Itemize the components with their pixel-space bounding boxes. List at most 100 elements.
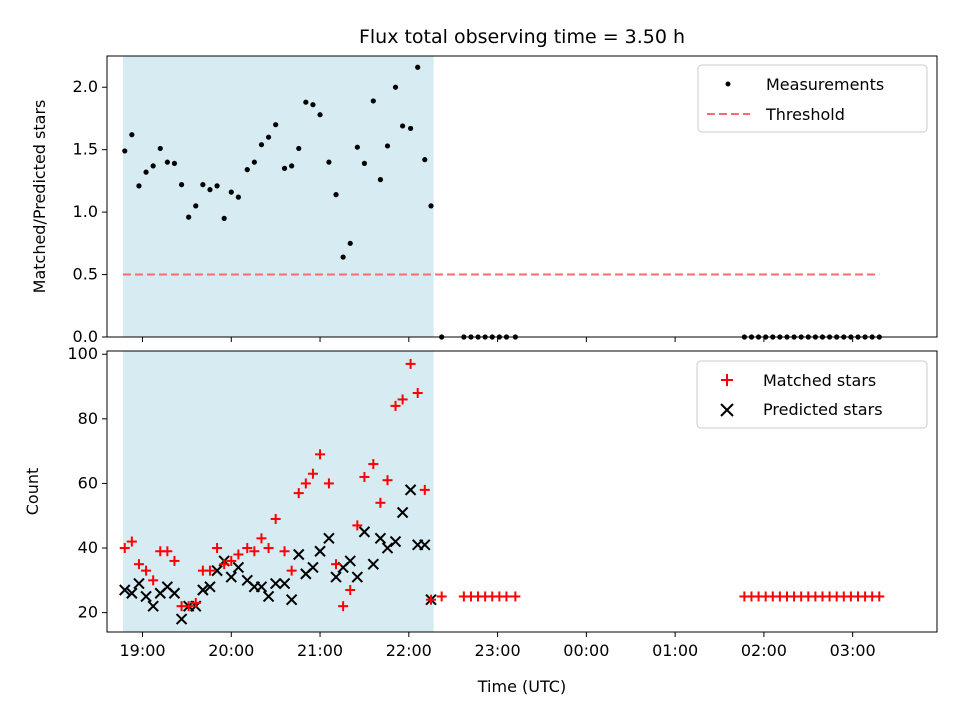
measurement-point <box>200 182 206 188</box>
measurement-point <box>157 145 163 152</box>
matched-star-point <box>412 387 423 398</box>
x-tick-label: 20:00 <box>208 641 254 660</box>
predicted-star-point <box>147 600 159 612</box>
measurement-point <box>407 125 414 132</box>
x-tick-label: 02:00 <box>741 641 787 660</box>
matched-star-point <box>119 543 130 554</box>
predicted-star-point <box>255 581 268 593</box>
predicted-star-point <box>381 542 394 554</box>
measurement-point <box>171 160 178 167</box>
predicted-star-point <box>293 548 305 561</box>
predicted-star-point <box>140 590 152 603</box>
predicted-star-point <box>204 581 216 593</box>
predicted-star-point <box>278 577 291 590</box>
measurement-point <box>296 145 302 152</box>
measurement-point <box>347 240 353 246</box>
measurement-point <box>214 183 220 189</box>
measurement-point <box>178 182 185 188</box>
top-legend-box <box>697 64 928 133</box>
predicted-star-point <box>133 577 145 590</box>
x-tick-label: 00:00 <box>563 641 609 660</box>
predicted-star-point <box>262 590 275 603</box>
legend-threshold-label: Threshold <box>765 105 845 124</box>
measurement-point <box>370 98 376 104</box>
matched-star-point <box>397 394 408 405</box>
measurement-point <box>377 177 384 183</box>
measurement-point <box>326 159 332 165</box>
predicted-star-point <box>389 535 402 548</box>
matched-star-point <box>256 533 267 544</box>
matched-star-point <box>233 549 244 560</box>
measurement-point <box>361 160 368 167</box>
measurement-point <box>400 123 406 129</box>
matched-star-point <box>279 546 290 557</box>
bottom-legend-box <box>696 360 928 429</box>
top-x-ticks <box>142 337 854 342</box>
predicted-star-point <box>225 571 237 583</box>
x-tick-label: 23:00 <box>475 641 521 660</box>
matched-star-point <box>300 478 311 489</box>
matched-star-point <box>382 475 393 486</box>
measurement-point <box>281 165 288 171</box>
y-tick-label: 0.5 <box>73 265 98 284</box>
matched-star-point <box>270 513 281 524</box>
predicted-star-point <box>323 532 335 545</box>
matched-star-point <box>345 585 356 596</box>
top-axes-frame <box>106 55 938 338</box>
measurement-point <box>244 167 250 173</box>
measurement-point <box>122 148 128 154</box>
predicted-star-point <box>269 577 282 590</box>
predicted-star-point <box>232 561 245 574</box>
measurement-point <box>392 84 399 90</box>
matched-star-point <box>169 555 180 566</box>
bottom-subplot: 20 40 60 80 100 19:00 20:00 21:00 22:00 23:00 00:… <box>23 344 938 696</box>
matched-star-point <box>405 358 416 369</box>
predicted-star-point <box>126 587 138 599</box>
predicted-star-point <box>197 584 209 596</box>
matched-star-point <box>307 468 318 479</box>
predicted-star-point <box>396 506 409 519</box>
measurement-point <box>265 134 272 140</box>
matched-star-point <box>212 543 223 554</box>
matched-star-point <box>190 597 201 608</box>
matched-star-point <box>133 559 144 570</box>
matched-star-point <box>323 478 334 489</box>
measurement-point <box>384 143 391 149</box>
predicted-star-point <box>374 532 387 545</box>
predicted-star-point <box>351 571 364 583</box>
y-tick-label: 1.0 <box>73 202 98 221</box>
predicted-star-point <box>419 539 431 551</box>
bottom-x-ticks: 19:00 20:00 21:00 22:00 23:00 00:00 01:00 02:00… <box>119 632 876 660</box>
bottom-y-axis-label: Count <box>23 468 42 516</box>
matched-star-point <box>375 497 386 508</box>
measurement-point <box>303 99 309 105</box>
matched-star-point <box>390 400 401 411</box>
y-tick-label: 80 <box>78 409 98 428</box>
legend-predicted-marker <box>720 403 734 417</box>
matched-star-point <box>141 565 152 576</box>
matched-star-point <box>359 471 370 482</box>
matched-star-point <box>204 565 215 576</box>
matched-star-point <box>315 449 326 460</box>
predicted-star-point <box>367 558 380 570</box>
matched-star-point <box>338 601 349 612</box>
x-axis-label: Time (UTC) <box>477 677 566 696</box>
predicted-star-point <box>168 587 181 599</box>
measurement-point <box>221 215 227 221</box>
matched-star-point <box>436 591 447 602</box>
y-tick-label: 1.5 <box>73 140 98 159</box>
measurement-point <box>317 112 323 118</box>
predicted-star-point <box>175 613 188 625</box>
top-legend: Measurements Threshold <box>697 64 928 133</box>
top-subplot: 0.0 0.5 1.0 1.5 2.0 Flux total observing tim… <box>30 26 938 346</box>
predicted-star-point <box>358 526 371 538</box>
measurement-point <box>340 254 346 260</box>
measurement-point <box>258 142 265 148</box>
bottom-axes-frame <box>106 350 938 633</box>
measurement-points <box>122 64 882 340</box>
predicted-star-point <box>314 545 326 557</box>
y-tick-label: 20 <box>78 603 98 622</box>
matched-star-point <box>162 546 173 557</box>
measurement-point <box>136 183 142 189</box>
